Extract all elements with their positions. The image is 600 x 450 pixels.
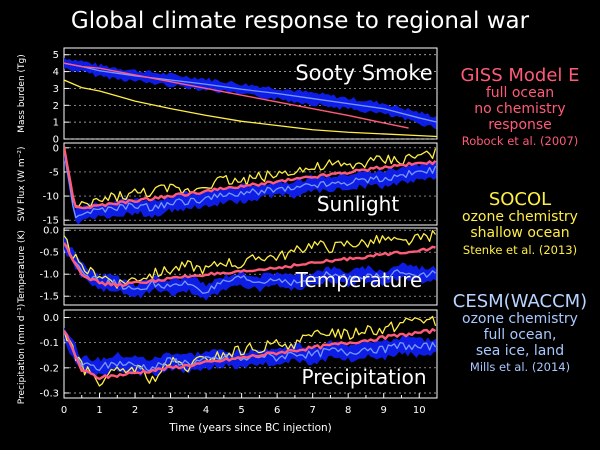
legend-socol-line-1: ozone chemistry [462,209,578,226]
panel-plot [64,57,437,138]
y-axis-label: SW Flux (W m⁻²) [17,147,27,222]
series-line-cesm [64,149,437,219]
y-tick-label: 4 [53,67,59,78]
x-tick-label: 0 [61,405,67,416]
legend-giss-cite: Robock et al. (2007) [461,134,579,149]
panel-precip: 0.0 -0.1 -0.2 -0.3 Precipitation (mm d⁻¹) Pre… [17,304,438,405]
y-axis-label: Temperature (K) [17,230,27,304]
x-axis-label: Time (years since BC injection) [168,422,332,434]
legend-socol-name: SOCOL [488,189,552,210]
y-tick-label: -0.2 [39,363,59,374]
x-tick-label: 1 [96,405,102,416]
legend-cesm-line-1: ozone chemistry [462,311,578,328]
y-tick-label: -5 [49,167,59,178]
panel-label-smoke: Sooty Smoke [295,61,432,85]
panel-plot [64,229,437,301]
legend-giss-line-1: full ocean [485,85,555,102]
series-line-cesm [64,62,437,123]
x-tick-label: 3 [167,405,173,416]
legend-socol-line-2: shallow ocean [470,224,570,241]
x-tick-label: 6 [274,405,280,416]
y-tick-label: -0.1 [39,338,59,349]
legend-giss: GISS Model E full ocean no chemistry res… [440,65,600,149]
panel-frame [63,227,438,306]
series-line-socol [64,315,437,387]
legend-cesm-line-3: sea ice, land [475,342,565,359]
legend-cesm-cite: Mills et al. (2014) [469,360,571,375]
series-line-socol [64,79,437,138]
y-tick-label: 0 [53,143,59,154]
y-tick-label: 3 [53,84,59,95]
x-tick-label: 4 [203,405,209,416]
cesm-ensemble-band [64,148,437,225]
series-line-giss [64,146,437,210]
panel-temp: 0.0 -0.5 -1.0 -1.5 Temperature (K) Temperatur… [17,226,438,306]
legend-socol: SOCOL ozone chemistry shallow ocean Sten… [440,189,600,257]
legend-cesm: CESM(WACCM) ozone chemistry full ocean, … [440,291,600,375]
legend-giss-name: GISS Model E [460,65,580,86]
panel-sw: 0 -5 -10 -15 SW Flux (W m⁻²) Sunlight [17,142,438,227]
x-tick-label: 9 [381,405,387,416]
x-tick-label: 7 [309,405,315,416]
y-tick-label: 1 [53,118,59,129]
y-tick-label: -0.5 [39,248,59,259]
series-line-cesm [64,242,436,294]
series-line-giss [64,62,409,129]
y-axis-label: Mass burden (Tg) [17,54,27,133]
panel-smoke: 0 1 2 3 4 5 Mass burden (Tg) Sooty Smoke [17,47,438,146]
y-tick-label: -1.0 [39,270,59,281]
legend-cesm-line-2: full ocean, [483,326,557,343]
x-tick-label: 8 [345,405,351,416]
series-line-giss [64,328,437,381]
panel-frame [63,142,438,226]
x-tick-label: 5 [238,405,244,416]
legend-socol-cite: Stenke et al. (2013) [462,242,578,257]
panel-label-temp: Temperature [295,268,423,292]
x-tick-label: 10 [413,405,426,416]
y-tick-label: 0 [53,135,59,146]
y-tick-label: -10 [43,192,59,203]
cesm-ensemble-band [64,57,437,130]
y-tick-label: 0.0 [43,313,59,324]
y-tick-label: 2 [53,101,59,112]
y-tick-label: -15 [43,216,59,227]
panel-label-sw: Sunlight [317,192,400,216]
y-tick-label: 5 [53,50,59,61]
series-line-socol [64,148,437,208]
y-tick-label: -0.3 [39,388,59,399]
panel-label-precip: Precipitation [301,365,426,389]
panel-frame [63,309,438,399]
panel-plot [64,315,437,387]
series-line-giss [64,242,436,288]
x-tick-label: 2 [132,405,138,416]
legend-cesm-name: CESM(WACCM) [452,291,588,312]
legend-giss-line-3: response [488,116,552,133]
chart-title: Global climate response to regional war [70,8,530,34]
y-tick-label: 0.0 [43,226,59,237]
panel-plot [64,146,437,225]
legend-giss-line-2: no chemistry [474,100,566,117]
y-tick-label: -1.5 [39,292,59,303]
y-axis-label: Precipitation (mm d⁻¹) [17,304,27,405]
